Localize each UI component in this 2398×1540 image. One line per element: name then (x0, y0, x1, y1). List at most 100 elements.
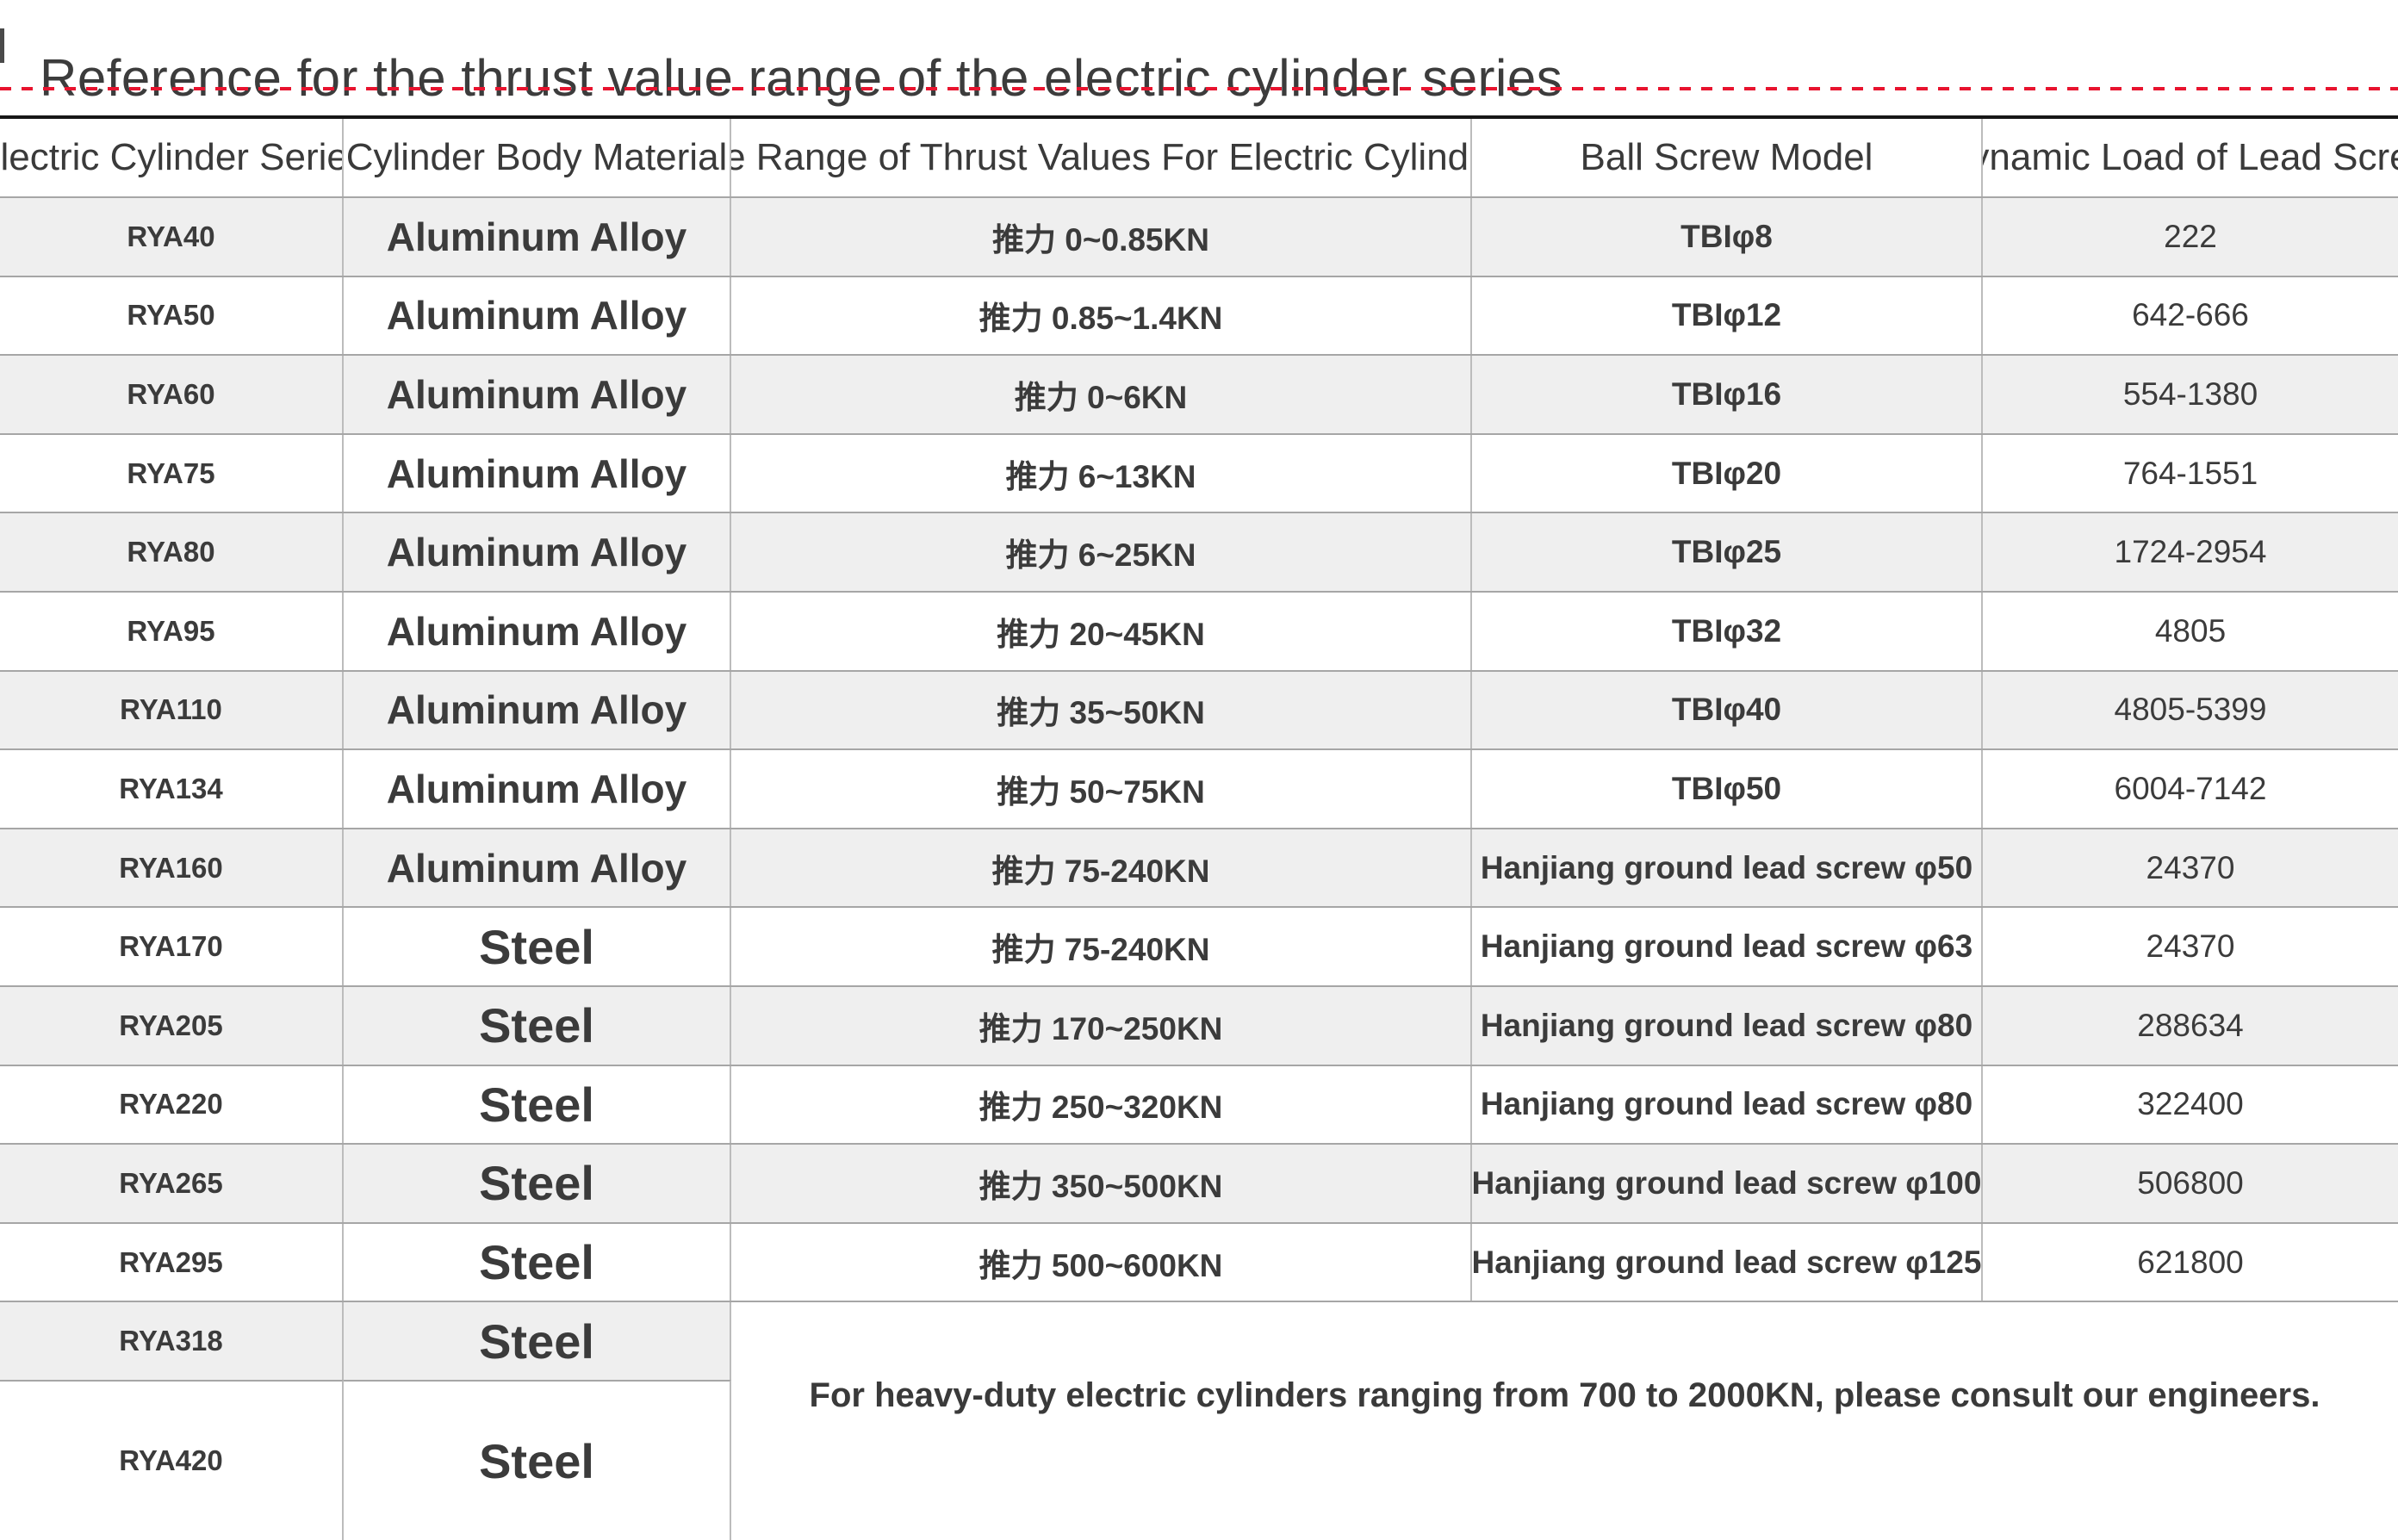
cell-load: 764-1551 (2122, 455, 2258, 491)
cell-series: RYA170 (0, 908, 344, 985)
cell-material: Steel (344, 1302, 731, 1381)
table-row: RYA220 Steel 推力 250~320KN Hanjiang ground l… (0, 1064, 2398, 1144)
cell-series: RYA318 (0, 1302, 344, 1381)
cell-series: RYA134 (0, 750, 344, 828)
page-title: Reference for the thrust value range of … (40, 49, 1563, 108)
cell-material: Steel (344, 1223, 731, 1301)
cell-series: RYA60 (0, 356, 344, 433)
spec-table: Electric Cylinder Series Cylinder Body M… (0, 115, 2398, 1540)
cell-series: RYA265 (0, 1145, 344, 1222)
cell-load: 322400 (2137, 1086, 2244, 1122)
cell-series: RYA205 (0, 986, 344, 1065)
cell-series: RYA50 (0, 276, 344, 355)
cell-load: 4805-5399 (2114, 692, 2267, 728)
cell-screw: TBIφ16 (1472, 356, 1983, 433)
title-accent-bar (0, 28, 4, 63)
cell-load: 222 (2164, 218, 2217, 254)
cell-load: 1724-2954 (2114, 534, 2267, 570)
cell-material: Steel (344, 1065, 731, 1144)
table-row: RYA295 Steel 推力 500~600KN Hanjiang ground l… (0, 1221, 2398, 1301)
cell-material: Aluminum Alloy (344, 829, 731, 907)
cell-screw: Hanjiang ground lead screw φ125 (1472, 1223, 1983, 1301)
cell-screw: TBIφ50 (1472, 750, 1983, 828)
cell-material: Aluminum Alloy (344, 198, 731, 276)
cell-series: RYA420 (0, 1380, 344, 1540)
cell-material: Steel (344, 908, 731, 985)
cell-load: 4805 (2154, 612, 2227, 649)
table-row: RYA160 Aluminum Alloy 推力 75-240KN Hanjiang … (0, 827, 2398, 907)
cell-screw: Hanjiang ground lead screw φ50 (1472, 829, 1983, 907)
cell-material: Aluminum Alloy (344, 750, 731, 828)
cell-series: RYA80 (0, 513, 344, 591)
cell-series: RYA295 (0, 1223, 344, 1301)
cell-screw: TBIφ12 (1472, 276, 1983, 355)
cell-thrust: 推力 250~320KN (731, 1065, 1472, 1144)
table-header-row: Electric Cylinder Series Cylinder Body M… (0, 119, 2398, 196)
cell-material: Aluminum Alloy (344, 513, 731, 591)
table-row: RYA60 Aluminum Alloy 推力 0~6KN TBIφ16 554-138… (0, 354, 2398, 433)
cell-material: Aluminum Alloy (344, 434, 731, 512)
cell-load: 24370 (2146, 849, 2235, 885)
footer-note: For heavy-duty electric cylinders rangin… (809, 1375, 2320, 1414)
table-row: RYA205 Steel 推力 170~250KN Hanjiang ground l… (0, 984, 2398, 1065)
cell-thrust: 推力 20~45KN (731, 592, 1472, 670)
cell-screw: TBIφ25 (1472, 513, 1983, 591)
header-cell-material: Cylinder Body Material (344, 119, 731, 196)
table-row: RYA95 Aluminum Alloy 推力 20~45KN TBIφ32 4805 (0, 590, 2398, 670)
cell-material: Aluminum Alloy (344, 276, 731, 355)
cell-series: RYA110 (0, 671, 344, 749)
cell-screw: Hanjiang ground lead screw φ80 (1472, 1065, 1983, 1144)
cell-thrust: 推力 75-240KN (731, 908, 1472, 985)
cell-screw: TBIφ32 (1472, 592, 1983, 670)
cell-thrust: 推力 0~0.85KN (731, 198, 1472, 276)
cell-series: RYA220 (0, 1065, 344, 1144)
cell-material: Steel (344, 986, 731, 1065)
cell-load: 288634 (2137, 1007, 2244, 1043)
cell-series: RYA75 (0, 434, 344, 512)
cell-material: Steel (344, 1145, 731, 1222)
header-cell-load: Dynamic Load of Lead Screw (1983, 136, 2398, 178)
cell-load: 621800 (2137, 1244, 2244, 1280)
cell-material: Aluminum Alloy (344, 592, 731, 670)
cell-series: RYA40 (0, 198, 344, 276)
cell-thrust: 推力 350~500KN (731, 1145, 1472, 1222)
table-row: RYA75 Aluminum Alloy 推力 6~13KN TBIφ20 764-15… (0, 432, 2398, 512)
cell-thrust: 推力 500~600KN (731, 1223, 1472, 1301)
header-cell-series: Electric Cylinder Series (0, 119, 344, 196)
table-footer-rows: RYA318 Steel RYA420 Steel For heavy-duty… (0, 1301, 2398, 1540)
table-row: RYA170 Steel 推力 75-240KN Hanjiang ground le… (0, 906, 2398, 985)
table-row: RYA50 Aluminum Alloy 推力 0.85~1.4KN TBIφ12 64… (0, 275, 2398, 355)
table-row: RYA110 Aluminum Alloy 推力 35~50KN TBIφ40 4805… (0, 669, 2398, 749)
cell-thrust: 推力 170~250KN (731, 986, 1472, 1065)
cell-material: Steel (344, 1380, 731, 1540)
cell-thrust: 推力 75-240KN (731, 829, 1472, 907)
cell-thrust: 推力 35~50KN (731, 671, 1472, 749)
cell-thrust: 推力 0~6KN (731, 356, 1472, 433)
header-cell-thrust: The Range of Thrust Values For Electric … (731, 119, 1472, 196)
cell-screw: TBIφ40 (1472, 671, 1983, 749)
cell-thrust: 推力 0.85~1.4KN (731, 276, 1472, 355)
title-dashed-underline (0, 87, 2398, 90)
header-cell-screw: Ball Screw Model (1472, 119, 1983, 196)
cell-screw: Hanjiang ground lead screw φ80 (1472, 986, 1983, 1065)
cell-screw: Hanjiang ground lead screw φ100 (1472, 1145, 1983, 1222)
cell-material: Aluminum Alloy (344, 356, 731, 433)
table-body: RYA40 Aluminum Alloy 推力 0~0.85KN TBIφ8 222 RY… (0, 196, 2398, 1301)
cell-load: 6004-7142 (2114, 770, 2267, 806)
cell-series: RYA160 (0, 829, 344, 907)
table-row: RYA134 Aluminum Alloy 推力 50~75KN TBIφ50 6004… (0, 748, 2398, 828)
cell-thrust: 推力 50~75KN (731, 750, 1472, 828)
table-row: RYA265 Steel 推力 350~500KN Hanjiang ground l… (0, 1143, 2398, 1222)
cell-load: 554-1380 (2122, 376, 2258, 412)
table-row: RYA40 Aluminum Alloy 推力 0~0.85KN TBIφ8 222 (0, 196, 2398, 276)
cell-thrust: 推力 6~25KN (731, 513, 1472, 591)
cell-load: 642-666 (2132, 297, 2249, 333)
table-row: RYA80 Aluminum Alloy 推力 6~25KN TBIφ25 1724-2… (0, 512, 2398, 591)
cell-thrust: 推力 6~13KN (731, 434, 1472, 512)
cell-screw: TBIφ8 (1472, 198, 1983, 276)
cell-screw: TBIφ20 (1472, 434, 1983, 512)
cell-screw: Hanjiang ground lead screw φ63 (1472, 908, 1983, 985)
cell-material: Aluminum Alloy (344, 671, 731, 749)
cell-load: 24370 (2146, 928, 2235, 965)
cell-series: RYA95 (0, 592, 344, 670)
